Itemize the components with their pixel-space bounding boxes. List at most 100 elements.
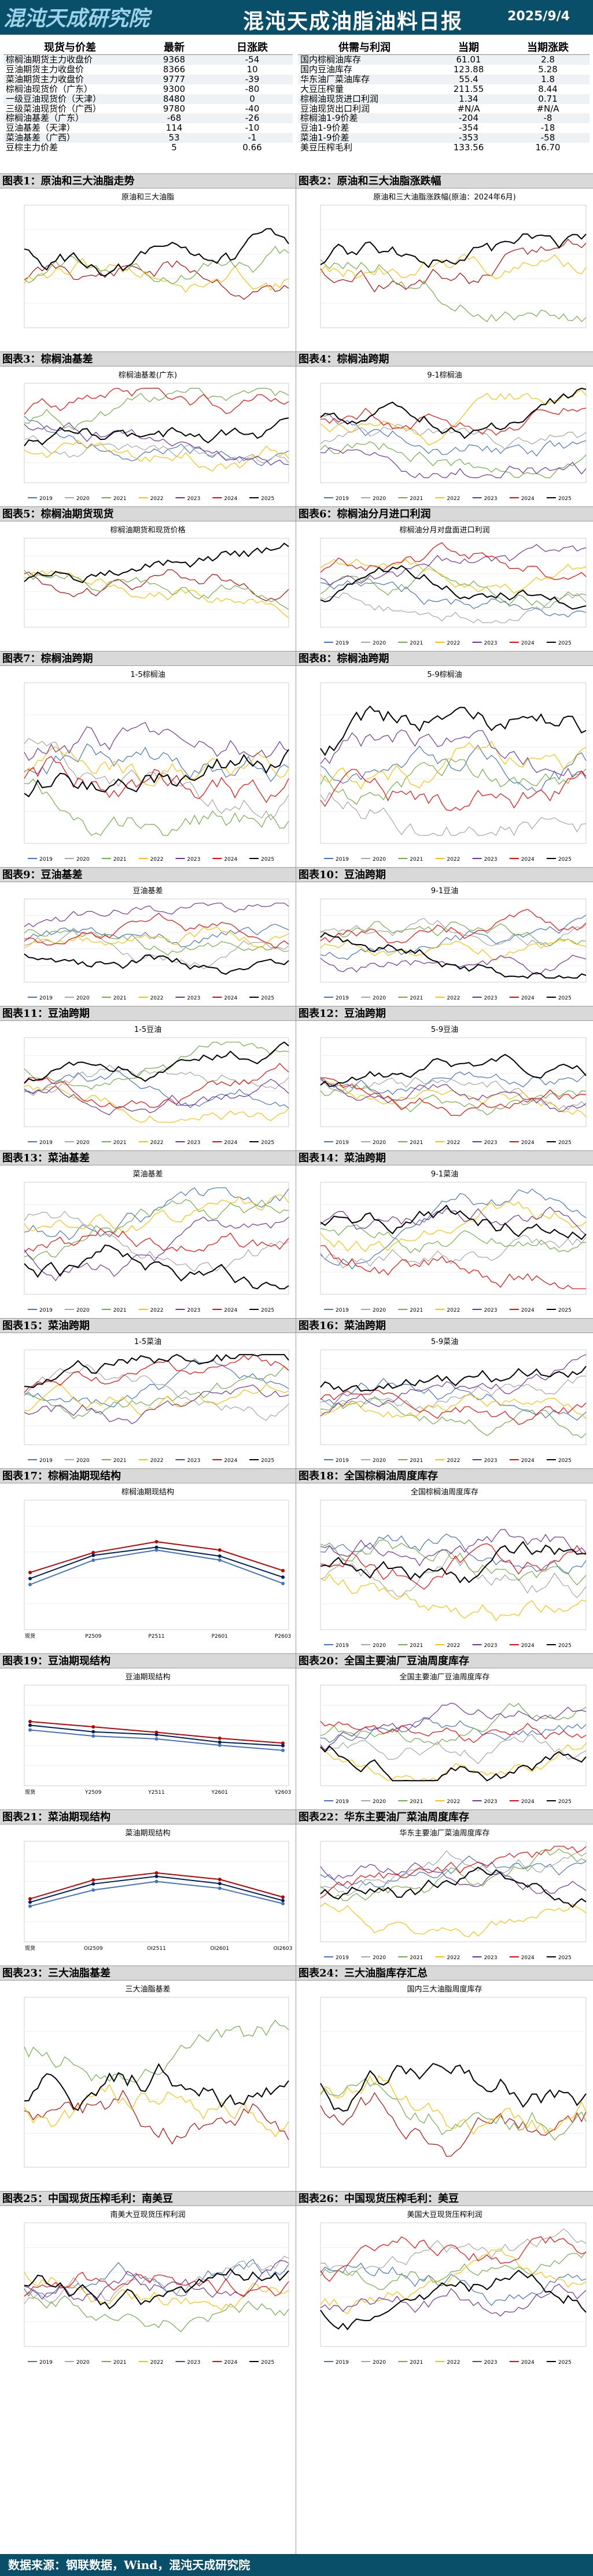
legend-label: 2025 bbox=[261, 995, 274, 1001]
legend-label: 2019 bbox=[336, 2360, 349, 2366]
legend-label: 2022 bbox=[150, 1308, 164, 1313]
legend-label: 2025 bbox=[558, 1140, 572, 1146]
legend-label: 2024 bbox=[521, 1799, 535, 1805]
row-label: 美豆压榨毛利 bbox=[298, 143, 431, 153]
series-line bbox=[24, 1354, 289, 1393]
chart-svg: 全国棕榈油周度库存 2019 2020 2021 2022 2023 2024 2025 bbox=[320, 1487, 587, 1649]
chart-svg: 5-9棕榈油 2019 2020 2021 2022 2023 2024 2025 bbox=[320, 671, 587, 863]
chart-svg: 9-1棕榈油 2019 2020 2021 2022 2023 2024 2025 bbox=[320, 371, 587, 502]
legend-label: 2023 bbox=[484, 1799, 498, 1805]
legend-label: 2023 bbox=[484, 1458, 498, 1464]
chart-svg: 全国主要油厂豆油周度库存 2019 2020 2021 2022 2023 2024 2025 bbox=[320, 1672, 587, 1805]
series-line bbox=[24, 2019, 289, 2083]
chart-panel: 9-1棕榈油 2019 2020 2021 2022 2023 2024 2025 bbox=[297, 367, 592, 506]
legend-label: 2022 bbox=[150, 2360, 164, 2366]
x-tick-label: OI2511 bbox=[147, 1946, 166, 1952]
series-line bbox=[30, 1549, 283, 1585]
legend-label: 2022 bbox=[447, 995, 460, 1001]
plot-area bbox=[320, 1997, 587, 2168]
legend-label: 2020 bbox=[76, 995, 90, 1001]
series-line bbox=[320, 1206, 587, 1235]
row-label: 豆油现货出口利润 bbox=[298, 103, 431, 114]
data-point bbox=[218, 1740, 222, 1744]
series-line bbox=[320, 2248, 587, 2315]
series-line bbox=[320, 1862, 587, 1894]
series-line bbox=[320, 1848, 587, 1901]
chart-svg: 1-5菜油 2019 2020 2021 2022 2023 2024 2025 bbox=[24, 1338, 289, 1464]
series-line bbox=[320, 921, 587, 946]
legend-label: 2022 bbox=[447, 1955, 460, 1961]
data-point bbox=[281, 1895, 285, 1899]
series-line bbox=[320, 414, 587, 457]
change-cell: -18 bbox=[506, 123, 590, 134]
chart-panel: 菜油期现结构 现货 OI2509 OI2511 OI2601 OI2603 bbox=[1, 1825, 294, 1965]
section-header: 图表22：华东主要油厂菜油周度库存 bbox=[296, 1809, 593, 1824]
section-header: 图表12：豆油跨期 bbox=[296, 1006, 593, 1021]
plot-area bbox=[24, 1182, 289, 1295]
series-line bbox=[24, 1199, 289, 1260]
chart-title: 9-1菜油 bbox=[431, 1170, 458, 1179]
section-header: 图表16：菜油跨期 bbox=[296, 1318, 593, 1333]
legend-label: 2024 bbox=[224, 1308, 237, 1313]
series-line bbox=[24, 926, 289, 949]
series-line bbox=[320, 1541, 587, 1583]
series-line bbox=[320, 1201, 587, 1252]
row-label: 菜油期货主力收盘价 bbox=[3, 74, 137, 84]
value-cell: 8366 bbox=[137, 65, 212, 75]
legend-label: 2021 bbox=[410, 1308, 423, 1313]
plot-area bbox=[320, 205, 587, 328]
legend-label: 2021 bbox=[113, 995, 127, 1001]
series-line bbox=[24, 416, 289, 467]
table-header: 供需与利润 bbox=[298, 39, 431, 55]
legend-label: 2025 bbox=[558, 995, 572, 1001]
chart-svg: 三大油脂基差 bbox=[24, 1985, 289, 2168]
legend-label: 2019 bbox=[39, 2360, 53, 2366]
legend-label: 2025 bbox=[558, 641, 572, 646]
series-line bbox=[24, 260, 289, 300]
change-cell: 5.28 bbox=[506, 65, 590, 75]
series-line bbox=[24, 1384, 289, 1424]
value-cell: -204 bbox=[431, 113, 506, 124]
change-cell: 0.66 bbox=[212, 143, 293, 153]
series-line bbox=[320, 1080, 587, 1117]
series-line bbox=[24, 1079, 289, 1116]
legend-label: 2023 bbox=[187, 496, 200, 502]
series-line bbox=[320, 1365, 587, 1393]
table-row: 豆棕主力价差 5 0.66 bbox=[3, 143, 293, 153]
legend-label: 2021 bbox=[410, 1643, 423, 1649]
legend-label: 2021 bbox=[410, 1140, 423, 1146]
legend-label: 2025 bbox=[558, 857, 572, 863]
chart-title: 全国棕榈油周度库存 bbox=[411, 1487, 478, 1497]
series-line bbox=[24, 2260, 289, 2301]
section-header: 图表18：全国棕榈油周度库存 bbox=[296, 1468, 593, 1483]
chart-title: 豆油基差 bbox=[132, 887, 163, 895]
legend-label: 2020 bbox=[373, 995, 386, 1001]
value-cell: 211.55 bbox=[431, 84, 506, 94]
row-label: 棕榈油现货价（广东） bbox=[3, 84, 137, 94]
series-line bbox=[24, 2083, 289, 2137]
table-row: 豆油基差（天津） 114 -10 bbox=[3, 123, 293, 134]
row-label: 华东油厂菜油库存 bbox=[298, 74, 431, 84]
legend-label: 2024 bbox=[521, 641, 535, 646]
series-line bbox=[320, 915, 587, 960]
legend-label: 2023 bbox=[484, 1140, 498, 1146]
series-line bbox=[320, 1528, 587, 1567]
chart-svg: 5-9豆油 2019 2020 2021 2022 2023 2024 2025 bbox=[320, 1026, 587, 1146]
chart-panel: 棕榈油期货和现货价格 bbox=[1, 522, 294, 650]
data-point bbox=[218, 1882, 222, 1886]
value-cell: 53 bbox=[137, 133, 212, 143]
x-tick-label: P2601 bbox=[212, 1634, 228, 1639]
data-point bbox=[28, 1900, 32, 1904]
chart-panel: 美国大豆现货压榨利润 2019 2020 2021 2022 2023 2024 2025 bbox=[297, 2207, 592, 2370]
row-label: 棕榈油1-9价差 bbox=[298, 113, 431, 124]
series-line bbox=[320, 2092, 587, 2157]
legend-label: 2020 bbox=[76, 496, 90, 502]
change-cell: -8 bbox=[506, 113, 590, 124]
series-line bbox=[320, 1903, 587, 1937]
chart-panel: 棕榈油分月对盘面进口利润 2019 2020 2021 2022 2023 2024 2025 bbox=[297, 522, 592, 650]
legend-label: 2024 bbox=[521, 1955, 535, 1961]
value-cell: 61.01 bbox=[431, 54, 506, 65]
table-header: 当期 bbox=[431, 39, 506, 55]
series-line bbox=[30, 1881, 283, 1907]
